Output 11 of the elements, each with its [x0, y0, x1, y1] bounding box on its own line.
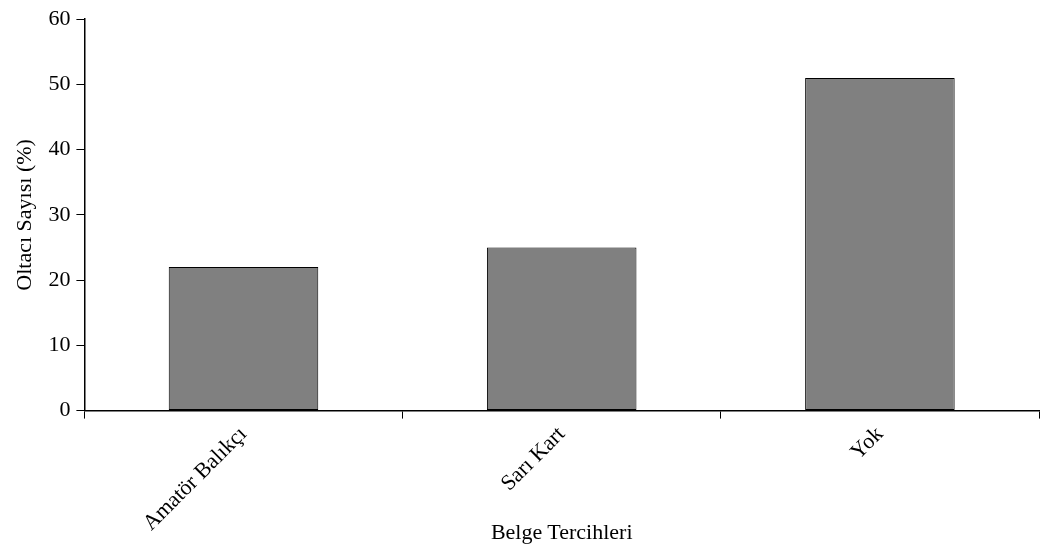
- y-tick-label: 50: [48, 70, 71, 96]
- y-tick-label: 0: [59, 396, 71, 422]
- y-tick-label: 10: [48, 331, 71, 357]
- y-tick-label: 20: [48, 265, 71, 291]
- y-tick-label: 40: [48, 135, 71, 161]
- x-axis-title: Belge Tercihleri: [490, 518, 633, 544]
- y-axis-title: Oltacı Sayısı (%): [10, 139, 36, 291]
- x-tick-label: Sarı Kart: [495, 420, 570, 496]
- x-tick-label: Yok: [844, 420, 888, 464]
- y-tick-label: 60: [48, 4, 71, 30]
- y-tick-label: 30: [48, 200, 71, 226]
